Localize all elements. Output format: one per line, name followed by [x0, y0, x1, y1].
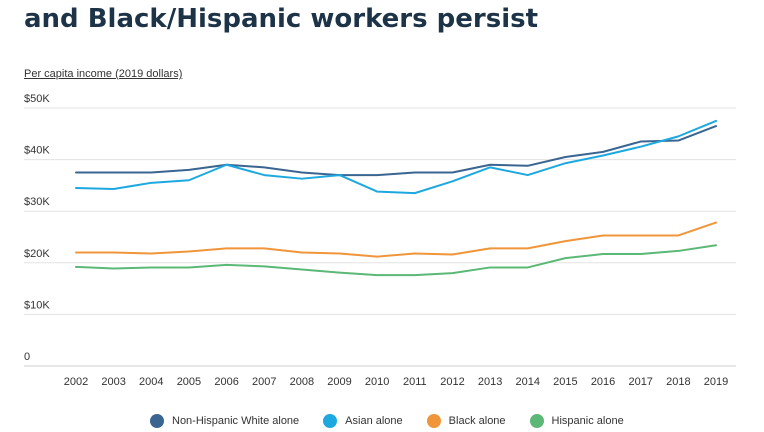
legend-label: Black alone	[448, 415, 506, 427]
y-tick-label: $20K	[24, 248, 50, 260]
legend-swatch	[529, 414, 544, 428]
series-line-hispanic-alone	[75, 244, 717, 277]
legend-label: Hispanic alone	[551, 415, 624, 427]
legend-item: Non-Hispanic White alone	[150, 414, 299, 428]
y-tick-label: $30K	[24, 196, 50, 208]
series-line-non-hispanic-white-alone	[75, 125, 717, 177]
chart-legend: Non-Hispanic White alone Asian alone Black…	[150, 414, 648, 428]
legend-swatch	[426, 414, 441, 428]
x-tick-label: 2014	[516, 376, 540, 388]
y-tick-label: $50K	[24, 93, 50, 105]
x-tick-label: 2007	[252, 376, 276, 388]
legend-item: Black alone	[426, 414, 506, 428]
y-tick-label: $10K	[24, 299, 50, 311]
legend-swatch	[323, 414, 338, 428]
x-tick-label: 2017	[628, 376, 652, 388]
x-tick-label: 2006	[214, 376, 238, 388]
x-tick-label: 2005	[177, 376, 201, 388]
line-chart: 0 $10K $20K $30K $40K $50K 2002 2003 2004 2005 200…	[24, 93, 736, 388]
legend-label: Asian alone	[345, 415, 403, 427]
y-tick-label: 0	[24, 351, 30, 363]
x-tick-label: 2015	[553, 376, 577, 388]
y-tick-label: $40K	[24, 145, 50, 157]
x-tick-label: 2016	[591, 376, 615, 388]
legend-item: Asian alone	[323, 414, 403, 428]
x-tick-label: 2019	[704, 376, 728, 388]
legend-swatch	[150, 414, 164, 428]
series-line-black-alone	[75, 221, 717, 258]
chart-title-line-2: and Black/Hispanic workers persist	[24, 4, 539, 34]
x-tick-label: 2011	[403, 376, 427, 388]
x-tick-label: 2003	[101, 376, 125, 388]
x-tick-label: 2009	[327, 376, 351, 388]
x-tick-label: 2012	[440, 376, 464, 388]
x-tick-label: 2002	[64, 376, 88, 388]
legend-item: Hispanic alone	[529, 414, 624, 428]
y-axis-label: Per capita income (2019 dollars)	[24, 68, 183, 80]
x-tick-label: 2010	[365, 376, 389, 388]
x-tick-label: 2013	[478, 376, 502, 388]
series-line-asian-alone	[75, 119, 717, 195]
x-tick-label: 2018	[666, 376, 690, 388]
x-tick-label: 2008	[290, 376, 314, 388]
legend-label: Non-Hispanic White alone	[172, 415, 300, 427]
x-tick-label: 2004	[139, 376, 163, 388]
